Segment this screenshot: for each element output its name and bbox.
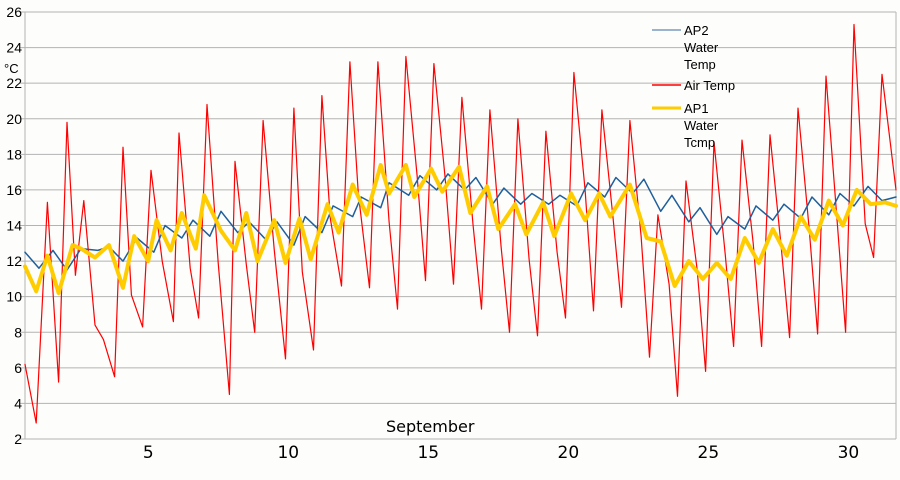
y-tick-label: 16 (6, 182, 22, 198)
y-tick-label: 12 (6, 253, 22, 269)
legend-label: Water (684, 118, 719, 133)
legend-label: Water (684, 40, 719, 55)
data-series (23, 23, 898, 424)
series-line-ap1-water-tcmp (23, 163, 898, 296)
y-tick-label: 2 (14, 431, 22, 447)
x-tick-label: 15 (417, 443, 439, 463)
x-tick-label: 30 (838, 443, 860, 463)
x-tick-label: 10 (277, 443, 299, 463)
legend: AP2 Water Temp Air Temp AP1 Water Tcmp (652, 23, 735, 150)
legend-label: Temp (684, 57, 716, 72)
y-tick-label: 8 (14, 324, 22, 340)
legend-label: Tcmp (684, 135, 715, 150)
legend-label: AP2 (684, 23, 709, 38)
y-tick-label: 4 (14, 395, 22, 411)
y-tick-label: 14 (6, 218, 22, 234)
legend-label: Air Temp (684, 78, 735, 93)
y-tick-label: 24 (6, 40, 22, 56)
x-tick-label: 20 (558, 443, 580, 463)
grid-lines (20, 11, 897, 440)
y-tick-label: 26 (6, 4, 22, 20)
y-axis-unit: °C (4, 61, 19, 76)
x-axis-ticks: 5 10 15 20 25 30 (143, 443, 859, 463)
legend-label: AP1 (684, 101, 709, 116)
y-tick-label: 20 (6, 111, 22, 127)
x-tick-label: 5 (143, 443, 154, 463)
x-axis-title: September (386, 417, 475, 436)
y-tick-label: 6 (14, 360, 22, 376)
y-tick-label: 18 (6, 146, 22, 162)
y-tick-label: 22 (6, 75, 22, 91)
x-tick-label: 25 (698, 443, 720, 463)
y-tick-label: 10 (6, 289, 22, 305)
series-line-air-temp (24, 23, 897, 424)
